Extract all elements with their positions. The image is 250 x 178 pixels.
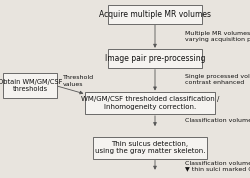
Text: Image pair pre-processing: Image pair pre-processing — [105, 54, 205, 63]
Text: WM/GM/CSF thresholded classification /
Inhomogeneity correction.: WM/GM/CSF thresholded classification / I… — [81, 96, 219, 110]
Text: Classification volume: Classification volume — [185, 118, 250, 123]
Text: Multiple MR volumes,
varying acquisition parameters: Multiple MR volumes, varying acquisition… — [185, 31, 250, 42]
FancyBboxPatch shape — [108, 49, 202, 68]
Text: Obtain WM/GM/CSF
thresholds: Obtain WM/GM/CSF thresholds — [0, 79, 62, 92]
Text: Thin sulcus detection,
using the gray matter skeleton.: Thin sulcus detection, using the gray ma… — [95, 141, 205, 155]
FancyBboxPatch shape — [108, 5, 202, 24]
Text: Single processed volume,
contrast enhanced: Single processed volume, contrast enhanc… — [185, 74, 250, 85]
Text: Classification volume,
▼ thin sulci marked CSF: Classification volume, ▼ thin sulci mark… — [185, 160, 250, 171]
Text: Threshold
values: Threshold values — [62, 75, 94, 87]
Text: Acquire multiple MR volumes: Acquire multiple MR volumes — [99, 10, 211, 19]
FancyBboxPatch shape — [86, 92, 214, 114]
FancyBboxPatch shape — [3, 73, 57, 98]
FancyBboxPatch shape — [93, 137, 207, 159]
